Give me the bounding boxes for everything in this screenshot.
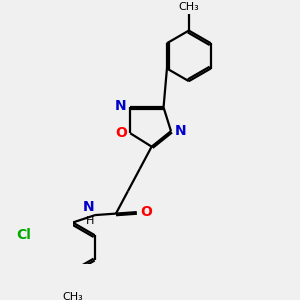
Text: Cl: Cl bbox=[16, 228, 31, 242]
Text: O: O bbox=[115, 126, 127, 140]
Text: N: N bbox=[175, 124, 186, 138]
Text: H: H bbox=[86, 216, 94, 226]
Text: N: N bbox=[115, 100, 127, 113]
Text: O: O bbox=[141, 205, 152, 219]
Text: N: N bbox=[82, 200, 94, 214]
Text: CH₃: CH₃ bbox=[178, 2, 199, 12]
Text: CH₃: CH₃ bbox=[62, 292, 83, 300]
